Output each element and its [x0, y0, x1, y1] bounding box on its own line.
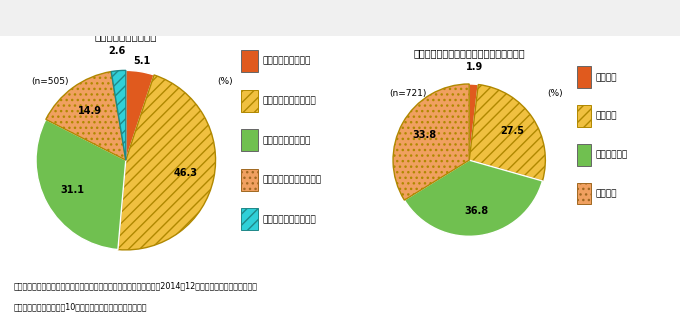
Text: 33.8: 33.8: [412, 130, 436, 140]
Text: 資料：中小企業庁委託「中小企業と地域との関わりに関する調査」（2014年12月、ランドブレイン（株））: 資料：中小企業庁委託「中小企業と地域との関わりに関する調査」（2014年12月、…: [14, 281, 258, 290]
Text: 46.3: 46.3: [173, 167, 198, 177]
Text: （注）　本調査は、売上10億円超の企業を対象としている。: （注） 本調査は、売上10億円超の企業を対象としている。: [14, 302, 147, 311]
Text: 第2-1-46図: 第2-1-46図: [35, 12, 85, 22]
Text: ホームページの有用性と新規受注獲得の頻度: ホームページの有用性と新規受注獲得の頻度: [126, 12, 258, 22]
Bar: [241, 129, 258, 151]
Wedge shape: [405, 160, 543, 236]
Title: ホームページ経由での新規受注の獲得頻度: ホームページ経由での新規受注の獲得頻度: [413, 49, 525, 59]
Wedge shape: [393, 84, 469, 200]
Wedge shape: [126, 70, 154, 160]
Text: 14.9: 14.9: [78, 106, 102, 116]
Text: ある程度有効であった: ある程度有効であった: [262, 96, 316, 105]
Wedge shape: [36, 119, 126, 250]
Text: 全くない: 全くない: [595, 189, 617, 198]
Text: ほとんどない: ほとんどない: [595, 150, 627, 159]
Bar: [241, 90, 258, 112]
Text: 非常に有効であった: 非常に有効であった: [262, 57, 311, 66]
Bar: [577, 105, 591, 127]
Text: 36.8: 36.8: [464, 206, 488, 216]
Bar: [241, 208, 258, 230]
Bar: [577, 182, 591, 204]
Text: (n=721): (n=721): [389, 89, 426, 98]
Text: (%): (%): [218, 77, 233, 86]
Text: (n=505): (n=505): [31, 77, 69, 86]
Title: ホームページの有用性: ホームページの有用性: [95, 32, 157, 42]
FancyBboxPatch shape: [0, 4, 126, 33]
Text: 2.6: 2.6: [108, 46, 126, 56]
Text: 1.9: 1.9: [466, 62, 483, 73]
Wedge shape: [469, 84, 545, 181]
Text: 時々ある: 時々ある: [595, 111, 617, 121]
Wedge shape: [46, 72, 126, 160]
Bar: [577, 67, 591, 88]
Text: どちらともいえない: どちらともいえない: [262, 136, 311, 145]
Text: よくある: よくある: [595, 73, 617, 82]
Text: 27.5: 27.5: [500, 127, 524, 137]
Wedge shape: [469, 84, 478, 160]
Bar: [241, 169, 258, 191]
Text: 31.1: 31.1: [61, 185, 84, 195]
Bar: [577, 144, 591, 166]
Wedge shape: [118, 75, 216, 250]
Wedge shape: [112, 70, 126, 160]
Text: あまり有効ではなかった: あまり有効ではなかった: [262, 176, 322, 184]
Bar: [241, 50, 258, 72]
Text: 5.1: 5.1: [133, 56, 150, 66]
Text: 全く有効ではなかった: 全く有効ではなかった: [262, 215, 316, 224]
Text: (%): (%): [547, 89, 562, 98]
